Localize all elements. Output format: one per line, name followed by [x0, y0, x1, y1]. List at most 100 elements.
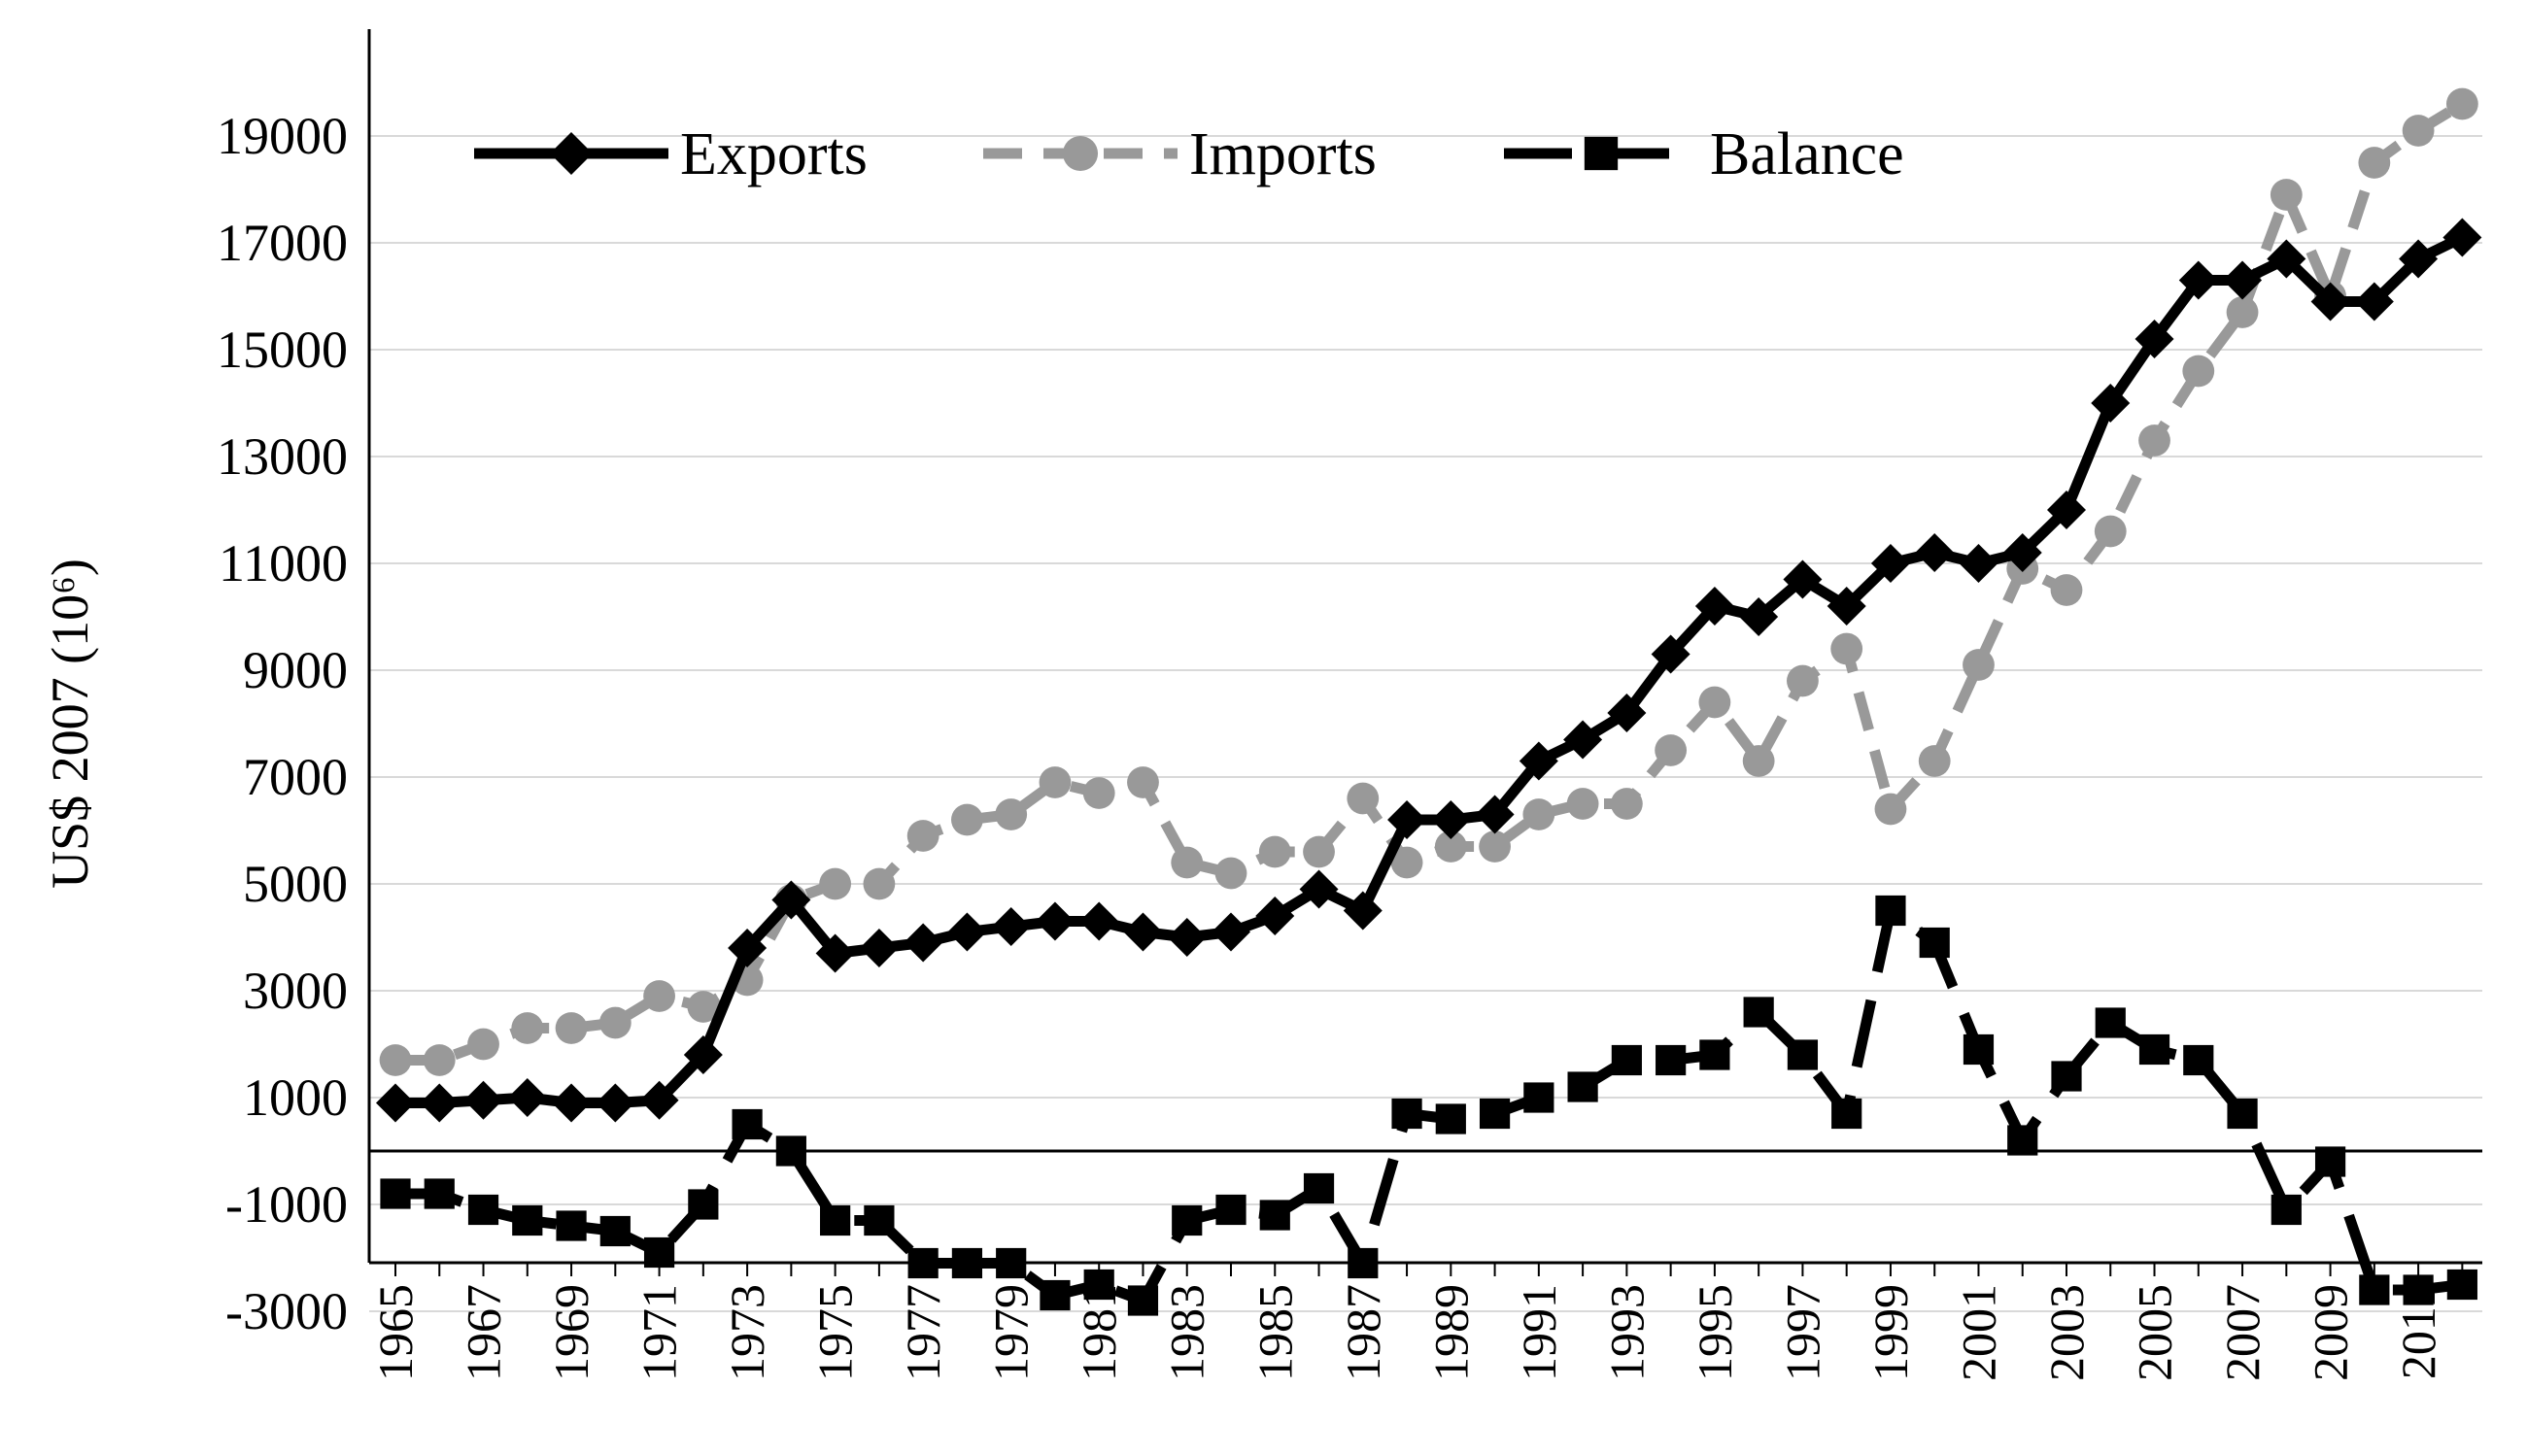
x-tick-label: 1981 [1072, 1284, 1126, 1381]
data-point [1391, 1098, 1422, 1130]
data-point [1522, 798, 1555, 830]
x-tick-label: 1969 [544, 1284, 598, 1381]
data-point [1519, 741, 1558, 781]
series-balance [380, 895, 2477, 1316]
y-tick-label: 19000 [217, 107, 348, 165]
data-point [556, 1210, 587, 1241]
data-point [687, 991, 720, 1023]
data-point [815, 933, 855, 973]
data-point [2138, 424, 2170, 457]
data-point [2271, 1194, 2302, 1226]
data-point [1656, 1044, 1687, 1076]
data-point [379, 1044, 412, 1076]
x-tick-label: 2005 [2128, 1284, 2182, 1381]
y-tick-label: 5000 [243, 855, 348, 913]
data-point [598, 1006, 632, 1039]
data-point [639, 1080, 679, 1120]
data-point [1079, 901, 1119, 941]
data-point [1607, 694, 1647, 732]
data-point [550, 132, 593, 175]
x-tick-label: 2001 [1951, 1284, 2005, 1381]
data-point [1651, 634, 1690, 674]
data-point [552, 1083, 592, 1123]
data-point [1299, 869, 1339, 909]
data-point [1959, 544, 1998, 583]
data-point [512, 1204, 543, 1236]
series-layer [376, 87, 2482, 1316]
gridlines [369, 135, 2482, 1312]
data-point [1387, 800, 1427, 839]
data-point [2095, 1007, 2126, 1038]
data-point [1566, 788, 1599, 820]
data-point [1870, 544, 1910, 583]
data-point [643, 1236, 675, 1269]
y-tick-label: 1000 [243, 1068, 348, 1127]
data-point [1919, 927, 1950, 959]
data-point [2442, 218, 2482, 257]
x-tick-label: 1967 [457, 1284, 511, 1381]
data-point [1303, 1172, 1335, 1204]
series-imports [379, 87, 2478, 1076]
y-tick-label: 3000 [243, 962, 348, 1020]
data-point [2314, 1146, 2346, 1177]
data-point [2182, 355, 2215, 388]
data-point [2403, 1274, 2434, 1305]
data-point [820, 1204, 851, 1236]
x-tick-label: 1985 [1247, 1284, 1302, 1381]
data-point [951, 1247, 983, 1279]
x-tick-label: 1999 [1863, 1284, 1918, 1381]
data-point [1743, 997, 1774, 1028]
data-point [1082, 777, 1115, 809]
data-point [951, 803, 983, 836]
data-point [420, 1083, 460, 1123]
data-point [2223, 260, 2263, 300]
data-point [2354, 282, 2394, 322]
data-point [2051, 1061, 2082, 1092]
data-point [2050, 574, 2083, 606]
x-tick-label: 1977 [896, 1284, 950, 1381]
x-tick-label: 2007 [2215, 1284, 2270, 1381]
data-point [2226, 296, 2259, 328]
data-point [2183, 1044, 2214, 1076]
legend: Exports Imports Balance [474, 121, 1904, 187]
y-tick-label: 7000 [243, 748, 348, 806]
series-line-balance [395, 905, 2464, 1306]
data-point [2091, 384, 2131, 423]
data-point [991, 907, 1031, 946]
data-point [1563, 720, 1603, 760]
data-point [599, 1215, 631, 1247]
data-point [423, 1044, 456, 1076]
x-tick-label: 2009 [2304, 1284, 2358, 1381]
x-tick-label: 1993 [1599, 1284, 1654, 1381]
data-point [1040, 1279, 1071, 1311]
data-point [1584, 136, 1619, 171]
x-tick-label: 1975 [808, 1284, 863, 1381]
data-point [1127, 1285, 1159, 1316]
data-point [1035, 901, 1075, 941]
x-tick-label: 1997 [1775, 1284, 1829, 1381]
data-point [907, 1247, 939, 1279]
data-point [1212, 912, 1250, 952]
data-point [1171, 846, 1204, 879]
data-point [2134, 320, 2174, 358]
y-tick-label: 13000 [217, 427, 348, 486]
legend-item-exports: Exports [474, 121, 868, 187]
data-point [1611, 1044, 1642, 1076]
data-point [380, 1178, 411, 1209]
data-point [1347, 782, 1380, 815]
y-tick-label: -3000 [225, 1282, 348, 1340]
data-point [1083, 1269, 1114, 1301]
x-tick-label: 1965 [368, 1284, 423, 1381]
data-point [2007, 1125, 2038, 1156]
data-point [1214, 857, 1247, 890]
legend-label: Exports [680, 121, 868, 187]
y-tick-label: 9000 [243, 641, 348, 699]
legend-label: Balance [1710, 121, 1904, 187]
data-point [1390, 846, 1423, 879]
data-point [1918, 745, 1951, 777]
x-tick-labels: 1965 1967 1969 1971 1973 1975 1977 1979 1981 1983… [368, 1284, 2445, 1381]
data-point [819, 867, 852, 900]
data-point [1167, 918, 1207, 957]
data-point [732, 1108, 763, 1140]
data-point [1127, 766, 1159, 798]
